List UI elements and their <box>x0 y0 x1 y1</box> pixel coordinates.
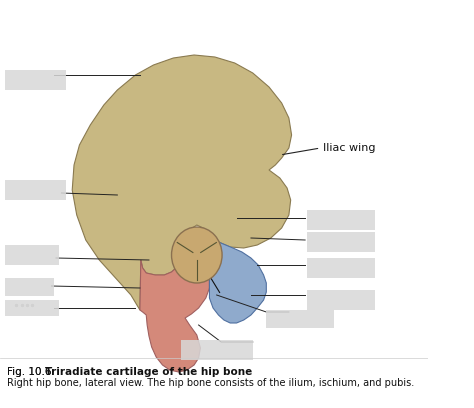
FancyBboxPatch shape <box>5 300 59 316</box>
FancyBboxPatch shape <box>307 232 374 252</box>
Polygon shape <box>140 240 210 372</box>
FancyBboxPatch shape <box>307 258 374 278</box>
FancyBboxPatch shape <box>266 310 334 328</box>
Text: Fig. 10.6: Fig. 10.6 <box>7 367 55 377</box>
Text: Iliac wing: Iliac wing <box>323 143 376 153</box>
FancyBboxPatch shape <box>5 278 54 296</box>
Text: Triradiate cartilage of the hip bone: Triradiate cartilage of the hip bone <box>45 367 252 377</box>
Polygon shape <box>206 242 266 323</box>
Circle shape <box>172 227 222 283</box>
FancyBboxPatch shape <box>5 245 59 265</box>
FancyBboxPatch shape <box>5 70 66 90</box>
FancyBboxPatch shape <box>307 290 374 310</box>
Polygon shape <box>72 55 292 310</box>
FancyBboxPatch shape <box>307 210 374 230</box>
FancyBboxPatch shape <box>181 340 253 360</box>
FancyBboxPatch shape <box>5 180 66 200</box>
Text: Fig. 10.6: Fig. 10.6 <box>7 367 55 377</box>
Text: Right hip bone, lateral view. The hip bone consists of the ilium, ischium, and p: Right hip bone, lateral view. The hip bo… <box>7 378 414 388</box>
